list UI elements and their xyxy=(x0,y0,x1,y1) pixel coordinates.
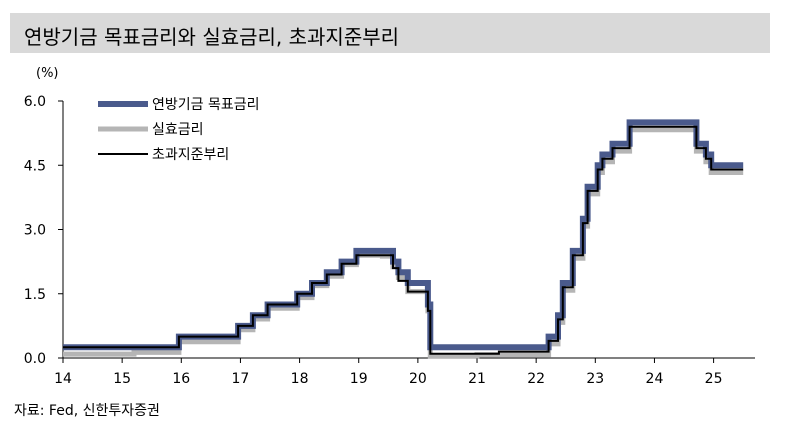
x-tick-label: 17 xyxy=(232,371,250,387)
x-tick-label: 25 xyxy=(705,371,723,387)
y-tick-label: 0.0 xyxy=(24,351,46,367)
chart-area: (%) 6.0 4.5 3.0 1.5 0.0 14 15 16 17 18 19 20 21 22 23 24… xyxy=(0,55,792,395)
source-note: 자료: Fed, 신한투자증권 xyxy=(14,403,160,419)
x-tick-label: 24 xyxy=(646,371,664,387)
series-line-3 xyxy=(63,125,744,355)
x-tick-label: 16 xyxy=(172,371,190,387)
y-tick-label: 3.0 xyxy=(24,223,46,239)
axes-layer: (%) 6.0 4.5 3.0 1.5 0.0 14 15 16 17 18 19 20 21 22 23 24… xyxy=(24,66,755,387)
y-tick-label: 1.5 xyxy=(24,287,46,303)
y-unit-label: (%) xyxy=(36,66,59,81)
series-layer xyxy=(63,119,744,359)
line-chart: (%) 6.0 4.5 3.0 1.5 0.0 14 15 16 17 18 19 20 21 22 23 24… xyxy=(24,66,755,387)
chart-title: 연방기금 목표금리와 실효금리, 초과지준부리 xyxy=(24,25,400,49)
x-tick-label: 14 xyxy=(54,371,72,387)
x-tick-label: 23 xyxy=(586,371,604,387)
title-bar: 연방기금 목표금리와 실효금리, 초과지준부리 xyxy=(10,13,770,53)
x-tick-label: 15 xyxy=(113,371,131,387)
legend-label: 초과지준부리 xyxy=(152,147,229,163)
y-tick-label: 4.5 xyxy=(24,158,46,174)
x-tick-label: 19 xyxy=(350,371,368,387)
x-tick-label: 21 xyxy=(468,371,486,387)
legend-label: 연방기금 목표금리 xyxy=(152,97,260,113)
y-tick-label: 6.0 xyxy=(24,94,46,110)
x-tick-label: 18 xyxy=(291,371,309,387)
legend-label: 실효금리 xyxy=(152,122,204,138)
x-tick-label: 20 xyxy=(409,371,427,387)
series-line-2 xyxy=(63,127,744,359)
x-tick-label: 22 xyxy=(527,371,545,387)
